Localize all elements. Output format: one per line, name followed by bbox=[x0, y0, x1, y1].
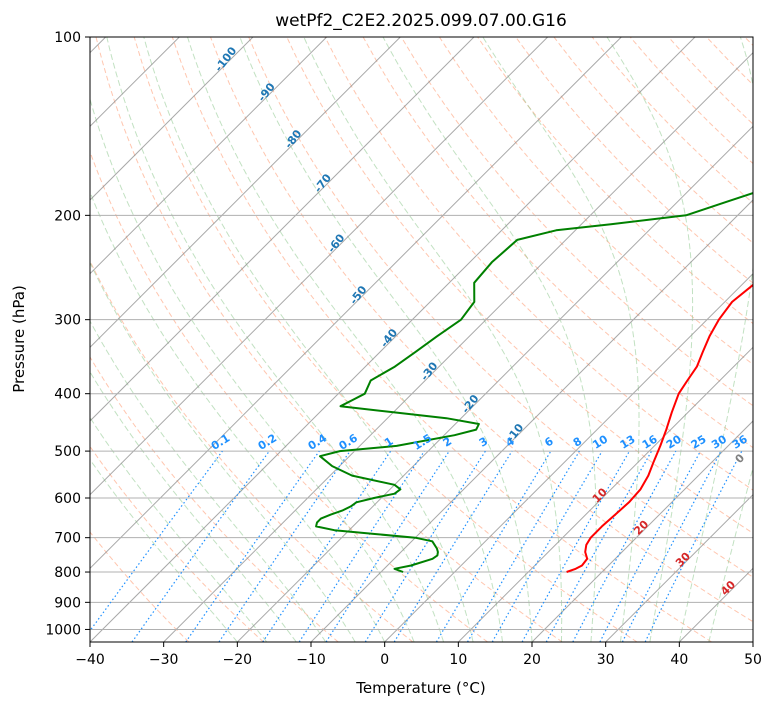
x-tick-label: 10 bbox=[449, 652, 467, 668]
temperature-profile-line bbox=[566, 283, 753, 573]
y-tick-label: 100 bbox=[54, 30, 81, 46]
dry-adiabat bbox=[438, 37, 753, 366]
isotherm bbox=[90, 37, 475, 422]
mixing-ratio-line bbox=[521, 450, 631, 642]
y-axis: 1000 900 800 700 600 500 400 300 200 100 bbox=[45, 30, 90, 638]
moist-adiabat bbox=[90, 190, 386, 642]
moist-adiabat bbox=[239, 37, 533, 642]
mixing-ratio-line bbox=[393, 450, 513, 642]
mixing-ratio-line bbox=[185, 450, 320, 642]
mixing-ratio-line bbox=[298, 450, 425, 642]
isotherm bbox=[236, 125, 753, 642]
isotherm bbox=[90, 37, 549, 496]
x-tick-label: −10 bbox=[296, 652, 326, 668]
chart-title: wetPf2_C2E2.2025.099.07.00.G16 bbox=[275, 11, 567, 31]
sounding-series bbox=[315, 192, 753, 573]
x-tick-label: 0 bbox=[380, 652, 389, 668]
isotherm bbox=[163, 51, 753, 642]
isotherm bbox=[457, 346, 753, 642]
moist-adiabat bbox=[606, 37, 694, 642]
moist-adiabat bbox=[143, 37, 474, 642]
moist-adiabat bbox=[678, 37, 753, 642]
mixing-ratio-line bbox=[90, 450, 223, 632]
isotherms bbox=[90, 37, 753, 642]
mixing-ratio-line bbox=[325, 450, 450, 642]
x-tick-label: −20 bbox=[223, 652, 253, 668]
y-tick-label: 500 bbox=[54, 444, 81, 460]
mixing-ratio-line bbox=[545, 450, 653, 642]
isotherm bbox=[605, 493, 753, 642]
x-tick-label: 20 bbox=[523, 652, 541, 668]
moist-adiabat bbox=[482, 37, 640, 642]
isotherm bbox=[531, 420, 753, 642]
dry-adiabat bbox=[95, 37, 563, 642]
plot-background bbox=[90, 37, 753, 642]
x-tick-label: −30 bbox=[149, 652, 179, 668]
mixing-ratio-line bbox=[572, 450, 677, 642]
dewpoint-profile-line bbox=[315, 192, 753, 573]
isotherm bbox=[90, 37, 696, 642]
isobars bbox=[90, 37, 753, 630]
moist-adiabat bbox=[303, 37, 563, 642]
y-tick-label: 600 bbox=[54, 491, 81, 507]
x-tick-label: 50 bbox=[744, 652, 762, 668]
moist-adiabat bbox=[382, 37, 597, 642]
y-tick-label: 800 bbox=[54, 565, 81, 581]
plot-area: 0.1 0.2 0.4 0.6 1 1.5 2 3 4 6 8 10 13 16 20 25 30 36-100-… bbox=[90, 37, 753, 642]
y-tick-label: 900 bbox=[54, 595, 81, 611]
isotherm bbox=[90, 37, 254, 201]
dry-adiabat bbox=[171, 37, 712, 642]
moist-adiabat bbox=[90, 458, 238, 642]
mixing-ratio-line bbox=[262, 450, 392, 642]
mixing-ratio-line bbox=[131, 450, 270, 642]
x-tick-label: 30 bbox=[597, 652, 615, 668]
y-axis-title: Pressure (hPa) bbox=[10, 285, 28, 393]
dry-adiabat bbox=[210, 37, 753, 623]
y-tick-label: 400 bbox=[54, 387, 81, 403]
y-tick-label: 200 bbox=[54, 208, 81, 224]
y-tick-label: 700 bbox=[54, 531, 81, 547]
dry-adiabat bbox=[90, 150, 488, 642]
dry-adiabat bbox=[133, 37, 638, 642]
mixing-ratio-lines bbox=[90, 450, 743, 642]
dry-adiabat bbox=[90, 445, 264, 642]
isotherm bbox=[90, 37, 622, 570]
dry-adiabat bbox=[90, 356, 339, 642]
y-tick-label: 300 bbox=[54, 313, 81, 329]
plot-frame bbox=[89, 36, 754, 643]
moist-adiabat bbox=[90, 261, 356, 642]
dry-adiabat bbox=[248, 37, 753, 578]
dry-adiabat bbox=[515, 37, 753, 284]
dry-adiabat bbox=[400, 37, 753, 407]
moist-adiabats bbox=[90, 37, 753, 642]
moist-adiabat bbox=[90, 370, 297, 642]
x-tick-label: 40 bbox=[670, 652, 688, 668]
isotherm bbox=[90, 37, 401, 349]
x-tick-label: −40 bbox=[75, 652, 105, 668]
isotherm bbox=[90, 37, 328, 275]
moist-adiabat bbox=[187, 37, 503, 642]
mixing-ratio-line bbox=[644, 450, 743, 642]
x-axis-title: Temperature (°C) bbox=[355, 679, 485, 697]
x-axis: −40 −30 −20 −10 0 10 20 30 40 50 bbox=[75, 642, 762, 668]
y-tick-label: 1000 bbox=[45, 622, 81, 638]
moist-adiabat bbox=[106, 37, 445, 642]
dry-adiabat bbox=[90, 531, 190, 642]
isotherm bbox=[310, 199, 753, 642]
dry-adiabat bbox=[324, 37, 753, 491]
isotherm bbox=[384, 272, 753, 642]
moist-adiabat bbox=[90, 416, 268, 642]
mixing-ratio-line bbox=[218, 450, 351, 642]
